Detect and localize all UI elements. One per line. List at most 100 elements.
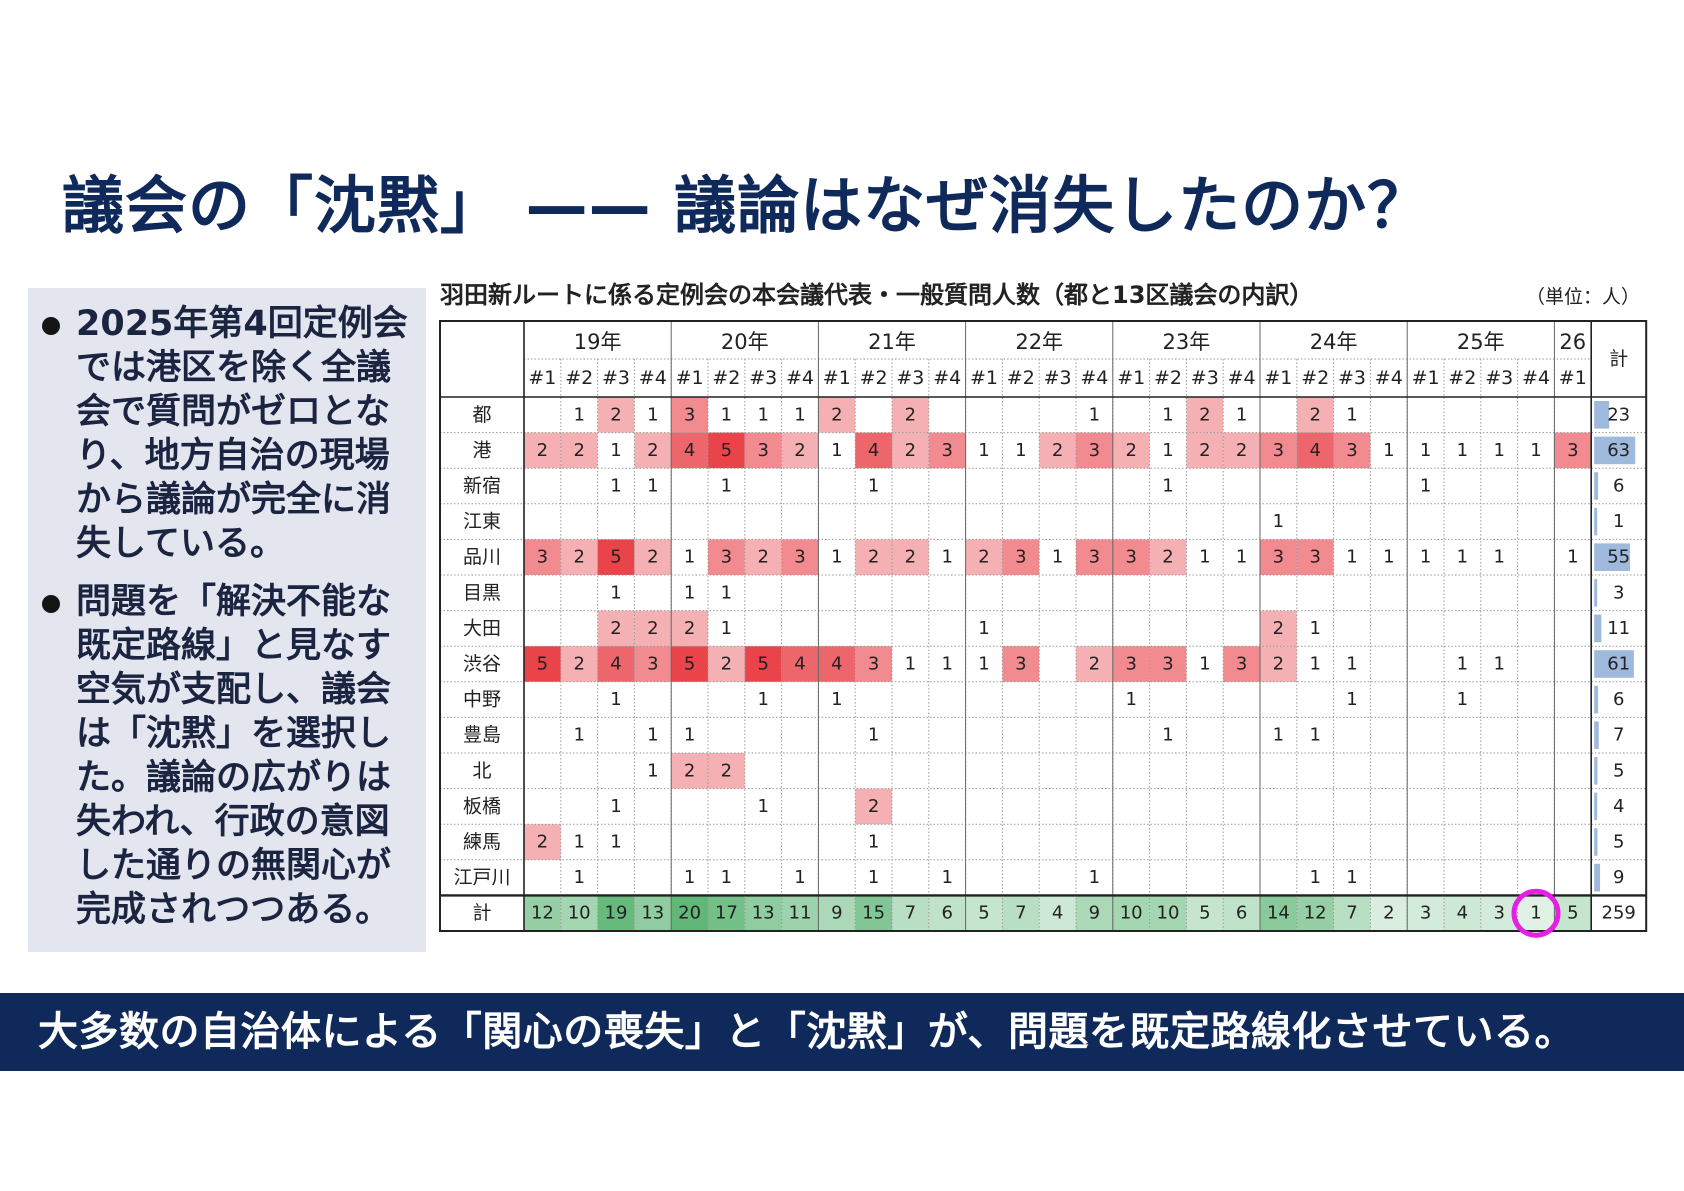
total-bar — [1594, 863, 1601, 892]
cell-value: 1 — [978, 618, 989, 639]
column-total: 17 — [715, 903, 738, 924]
heatmap-table: 都 1 2 1 3 1 1 1 2 2 1 1 2 1 2 1 23港 2 2 1 2 4 5 3 2 1 4 2 3 1 1 2 3 2 1 2 2 3… — [439, 320, 1648, 938]
total-bar — [1594, 721, 1599, 749]
total-heat-cell — [965, 895, 1003, 931]
footer-message: 大多数の自治体による「関心の喪失」と「沈黙」が、問題を既定路線化させている。 — [38, 1009, 1575, 1055]
column-total: 6 — [941, 903, 952, 924]
total-heat-cell — [708, 895, 745, 931]
cell-value: 1 — [1493, 654, 1504, 675]
heat-cell — [1112, 539, 1150, 575]
session-label: #1 — [1412, 367, 1440, 389]
cell-value: 1 — [1420, 476, 1431, 497]
cell-value: 2 — [757, 547, 768, 568]
session-label: #1 — [823, 367, 851, 389]
cell-value: 1 — [1089, 404, 1100, 425]
cell-value: 3 — [1015, 654, 1026, 675]
cell-value: 1 — [1162, 440, 1173, 461]
heat-cell — [671, 646, 708, 682]
page-title: 議会の「沈黙」 —— 議論はなぜ消失したのか？ — [62, 169, 1431, 242]
cell-value: 1 — [1052, 547, 1063, 568]
cell-value: 1 — [868, 867, 879, 888]
heat-cell — [634, 432, 672, 469]
cell-value: 3 — [1015, 547, 1026, 568]
session-label: #4 — [1375, 367, 1403, 389]
cell-value: 2 — [610, 618, 621, 639]
heat-cell — [597, 539, 635, 575]
heat-cell — [1076, 539, 1113, 575]
session-label: #4 — [1080, 367, 1108, 389]
session-label: #1 — [528, 367, 556, 389]
session-label: #2 — [860, 367, 888, 389]
cell-value: 1 — [1309, 867, 1320, 888]
row-label: 渋谷 — [463, 653, 501, 675]
cell-value: 1 — [831, 440, 842, 461]
chart-unit-label: （単位：人） — [1525, 286, 1640, 308]
session-label: #2 — [1448, 367, 1476, 389]
session-label: #4 — [1228, 367, 1256, 389]
cell-value: 4 — [684, 440, 695, 461]
column-total: 7 — [1015, 903, 1026, 924]
cell-value: 1 — [978, 654, 989, 675]
cell-value: 1 — [1309, 654, 1320, 675]
heat-cell — [892, 397, 929, 433]
session-label: #2 — [712, 367, 740, 389]
heat-cell — [708, 646, 745, 682]
row-total: 5 — [1613, 760, 1624, 781]
cell-value: 3 — [647, 654, 658, 675]
cell-value: 1 — [721, 618, 732, 639]
cell-value: 1 — [978, 440, 989, 461]
cell-value: 2 — [537, 440, 548, 461]
cell-value: 1 — [1089, 867, 1100, 888]
total-heat-cell — [744, 895, 782, 931]
cell-value: 5 — [537, 654, 548, 675]
total-heat-cell — [1333, 895, 1371, 931]
cell-value: 3 — [537, 547, 548, 568]
cell-value: 1 — [610, 832, 621, 853]
cell-value: 2 — [1273, 654, 1284, 675]
heat-cell — [1076, 646, 1113, 682]
heat-cell — [597, 646, 635, 682]
cell-value: 1 — [1567, 547, 1578, 568]
cell-value: 2 — [978, 547, 989, 568]
cell-value: 1 — [1125, 689, 1136, 710]
row-label: 目黒 — [463, 582, 501, 604]
row-label: 品川 — [463, 546, 501, 568]
cell-value: 1 — [868, 725, 879, 746]
heat-cell — [1076, 432, 1113, 469]
session-label: #2 — [1154, 367, 1182, 389]
cell-value: 2 — [647, 547, 658, 568]
total-heat-cell — [1407, 895, 1444, 931]
total-heat-cell — [560, 895, 598, 931]
cell-value: 2 — [905, 404, 916, 425]
heat-cell — [855, 539, 892, 575]
heat-cell — [1260, 539, 1297, 575]
cell-value: 1 — [721, 582, 732, 603]
cell-value: 1 — [1383, 440, 1394, 461]
cell-value: 1 — [1493, 440, 1504, 461]
heat-cell — [671, 397, 708, 433]
cell-value: 1 — [941, 654, 952, 675]
cell-value: 1 — [1383, 547, 1394, 568]
total-heat-cell — [818, 895, 856, 931]
column-total: 2 — [1383, 903, 1394, 924]
cell-value: 1 — [1015, 440, 1026, 461]
total-heat-cell — [928, 895, 966, 931]
cell-value: 2 — [610, 404, 621, 425]
heat-cell — [1296, 397, 1334, 433]
column-total: 10 — [1157, 903, 1180, 924]
total-row-label: 計 — [472, 902, 491, 924]
cell-value: 3 — [1309, 547, 1320, 568]
heat-cell — [634, 539, 672, 575]
heat-cell — [818, 397, 856, 433]
session-label: #3 — [1338, 367, 1366, 389]
total-column-header: 計 — [1609, 348, 1628, 370]
cell-value: 1 — [1457, 547, 1468, 568]
bullet-text-1: 2025年第4回定例会では港区を除く全議会で質問がゼロとなり、地方自治の現場から… — [76, 304, 408, 564]
total-heat-cell — [1076, 895, 1113, 931]
cell-value: 1 — [1273, 511, 1284, 532]
heat-cell — [1149, 646, 1187, 682]
cell-value: 4 — [794, 654, 805, 675]
total-heat-cell — [1370, 895, 1408, 931]
total-bar — [1594, 401, 1610, 429]
heat-cell — [634, 646, 672, 682]
